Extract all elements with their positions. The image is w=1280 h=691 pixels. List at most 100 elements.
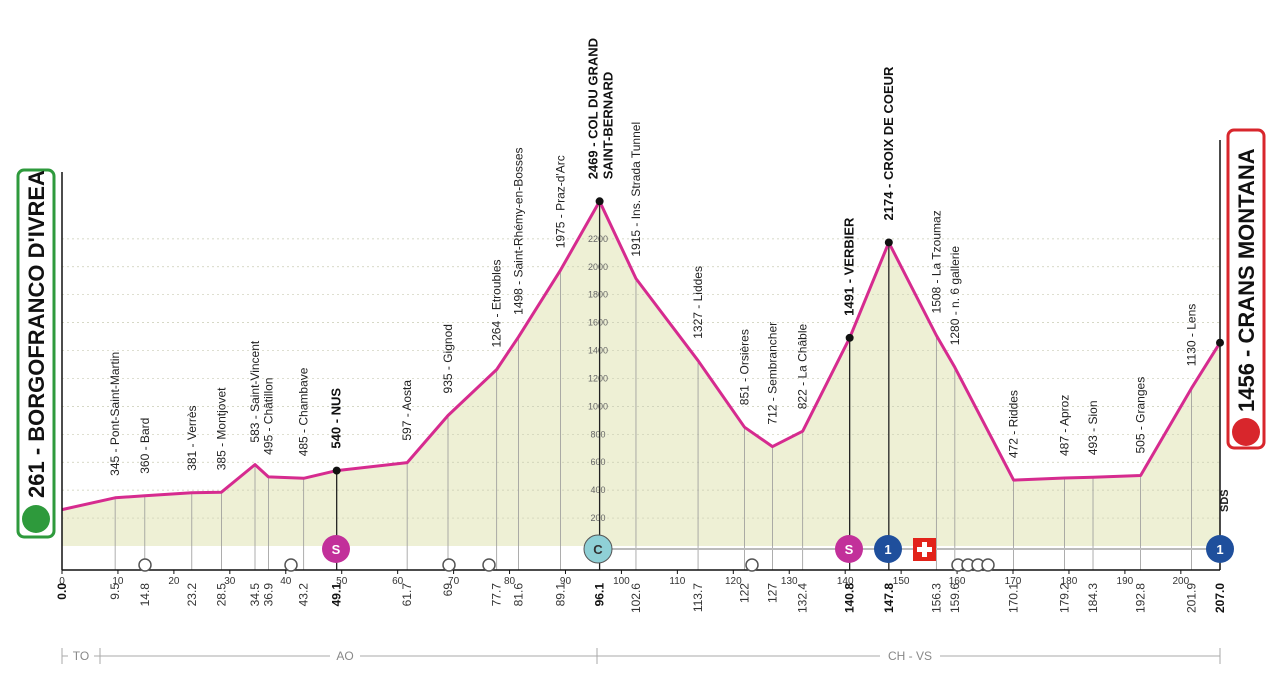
endpoint-label: 1456 - CRANS MONTANA bbox=[1234, 148, 1259, 412]
marker-symbol: 1 bbox=[884, 542, 891, 557]
waypoint-label: 1508 - La Tzoumaz bbox=[929, 210, 943, 313]
x-tick-label: 120 bbox=[725, 576, 742, 587]
km-label: 9.5 bbox=[108, 583, 122, 600]
waypoint-label: 495 - Châtillon bbox=[261, 377, 275, 454]
x-tick-label: 190 bbox=[1117, 576, 1134, 587]
km-label: 36.9 bbox=[261, 583, 275, 607]
km-label: 140.8 bbox=[843, 583, 857, 613]
km-label: 43.2 bbox=[297, 583, 311, 607]
km-label: 192.8 bbox=[1134, 583, 1148, 613]
waypoint-label: 597 - Aosta bbox=[400, 380, 414, 441]
km-label: 184.3 bbox=[1086, 583, 1100, 613]
km-label: 201.9 bbox=[1184, 583, 1198, 613]
start-icon bbox=[22, 505, 50, 533]
marker-symbol: C bbox=[593, 542, 603, 557]
y-tick-label: 400 bbox=[590, 485, 605, 495]
waypoint-label: 712 - Sembrancher bbox=[765, 322, 779, 425]
km-label: 132.4 bbox=[796, 583, 810, 613]
sprint-marker bbox=[835, 535, 863, 563]
x-tick-label: 90 bbox=[560, 576, 572, 587]
km-label: 113.7 bbox=[691, 583, 705, 612]
region-gap bbox=[330, 648, 360, 664]
x-tick-label: 180 bbox=[1061, 576, 1078, 587]
km-label: 61.7 bbox=[400, 583, 414, 607]
waypoint-label: 1915 - Ins. Strada Tunnel bbox=[629, 122, 643, 257]
start-box bbox=[16, 168, 56, 539]
km-label: 147.8 bbox=[882, 583, 896, 613]
y-tick-label: 200 bbox=[590, 513, 605, 523]
x-tick-label: 60 bbox=[392, 576, 404, 587]
km-label: 127 bbox=[765, 583, 779, 603]
sprint-marker bbox=[322, 535, 350, 563]
waypoint-label: 385 - Montjovet bbox=[214, 387, 228, 470]
km-label: 96.1 bbox=[593, 583, 607, 607]
x-tick-label: 140 bbox=[837, 576, 854, 587]
region-gap bbox=[880, 648, 940, 664]
waypoint-label: 583 - Saint-Vincent bbox=[248, 340, 262, 443]
waypoint-label: 485 - Chambave bbox=[297, 367, 311, 456]
x-tick-label: 20 bbox=[168, 576, 180, 587]
y-tick-label: 2000 bbox=[588, 262, 608, 272]
y-tick-label: 600 bbox=[590, 457, 605, 467]
km-label: 23.2 bbox=[185, 583, 199, 607]
y-tick-label: 800 bbox=[590, 429, 605, 439]
marker-symbol: 1 bbox=[1216, 542, 1223, 557]
x-tick-label: 0 bbox=[59, 576, 65, 587]
waypoint-label: 935 - Gignod bbox=[441, 324, 455, 393]
km-label: 122 bbox=[737, 583, 751, 603]
waypoint-label: 1130 - Lens bbox=[1184, 304, 1198, 367]
profile-line bbox=[61, 199, 1222, 512]
km-label: 49.1 bbox=[330, 583, 344, 607]
finish-note: SDS bbox=[1219, 489, 1231, 512]
climb-marker bbox=[583, 534, 613, 564]
y-tick-label: 1000 bbox=[588, 401, 608, 411]
x-tick-label: 100 bbox=[613, 576, 630, 587]
x-tick-label: 200 bbox=[1172, 576, 1189, 587]
x-tick-label: 30 bbox=[224, 576, 236, 587]
x-tick-label: 70 bbox=[448, 576, 460, 587]
profile-area bbox=[62, 201, 1220, 547]
finish-icon bbox=[1232, 418, 1260, 446]
km-label: 34.5 bbox=[248, 583, 262, 607]
waypoint-label: 345 - Pont-Saint-Martin bbox=[108, 352, 122, 476]
summit-dot bbox=[332, 466, 341, 475]
region-label: TO bbox=[73, 649, 89, 663]
km-label: 207.0 bbox=[1213, 583, 1227, 613]
x-tick-label: 110 bbox=[669, 576, 685, 587]
summit-dot bbox=[595, 197, 604, 206]
waypoint-label: 540 - NUS bbox=[329, 388, 344, 449]
waypoint-label: 381 - Verrès bbox=[185, 405, 199, 470]
y-tick-label: 1400 bbox=[588, 346, 608, 356]
marker-symbol: S bbox=[332, 542, 341, 557]
marker-band bbox=[62, 547, 1220, 570]
km-marker bbox=[1206, 535, 1234, 563]
x-tick-label: 160 bbox=[949, 576, 966, 587]
km-label: 179.2 bbox=[1057, 583, 1071, 613]
waypoint-label: 505 - Granges bbox=[1134, 377, 1148, 454]
km-label: 170.1 bbox=[1007, 583, 1021, 613]
km-label: 81.6 bbox=[511, 583, 525, 607]
swiss-cross bbox=[917, 542, 932, 557]
x-tick-label: 150 bbox=[893, 576, 910, 587]
x-tick-label: 130 bbox=[781, 576, 798, 587]
finish-box bbox=[1226, 128, 1266, 450]
x-tick-label: 10 bbox=[112, 576, 124, 587]
km-label: 0.0 bbox=[55, 583, 69, 600]
waypoint-label: 493 - Sion bbox=[1086, 400, 1100, 455]
km-label: 28.5 bbox=[214, 583, 228, 607]
waypoint-label: 822 - La Châble bbox=[796, 324, 810, 410]
waypoint-label: SAINT-BERNARD bbox=[601, 72, 616, 180]
summit-dot bbox=[884, 238, 893, 247]
km-label: 159.6 bbox=[948, 583, 962, 613]
marker-symbol: S bbox=[845, 542, 854, 557]
waypoint-label: 1491 - VERBIER bbox=[842, 217, 857, 316]
waypoint-label: 2469 - COL DU GRAND bbox=[586, 38, 601, 179]
x-tick-label: 50 bbox=[336, 576, 348, 587]
km-label: 77.7 bbox=[490, 583, 504, 607]
summit-dot bbox=[845, 333, 854, 342]
y-tick-label: 1200 bbox=[588, 373, 608, 383]
waypoint-label: 1975 - Praz-d'Arc bbox=[553, 155, 567, 248]
region-gap bbox=[68, 648, 94, 664]
waypoint-label: 487 - Aproz bbox=[1057, 395, 1071, 456]
